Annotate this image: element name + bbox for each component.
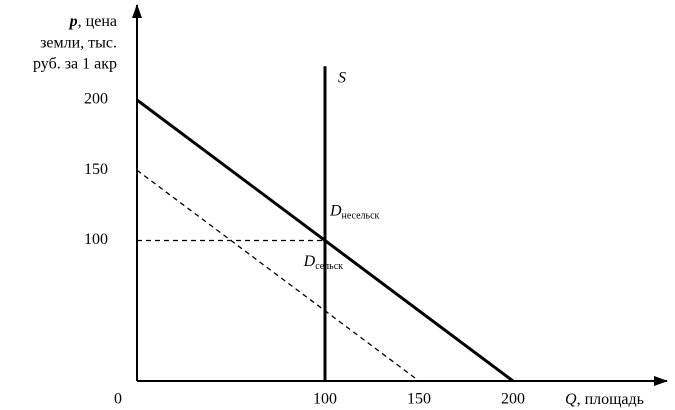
y-label-line: , цена: [78, 13, 117, 30]
series-name: S: [338, 69, 346, 86]
x-tick-label: 200: [501, 391, 525, 408]
series-label: Dсельск: [303, 253, 344, 273]
series-name: D: [303, 253, 316, 270]
x-label: Q, площадь: [565, 391, 644, 408]
x-tick-label: 100: [313, 391, 337, 408]
series-name: D: [329, 202, 342, 219]
y-label-symbol: p: [68, 13, 78, 30]
series-subscript: сельск: [315, 261, 343, 272]
y-tick-label: 200: [84, 91, 108, 108]
x-tick-label: 0: [114, 391, 122, 408]
line: [136, 169, 420, 382]
series-label: Dнесельск: [329, 202, 380, 222]
y-tick-label: 150: [84, 161, 108, 178]
y-label: p, цена: [68, 13, 117, 30]
y-label-line: руб. за 1 акр: [33, 56, 117, 73]
y-tick-label: 100: [84, 231, 108, 248]
x-tick-label: 150: [407, 391, 431, 408]
y-label-line: земли, тыс.: [40, 35, 117, 52]
series-subscript: несельск: [342, 211, 380, 222]
series-label: S: [338, 69, 346, 86]
x-label-symbol: Q: [565, 391, 577, 408]
x-label-text: , площадь: [577, 391, 644, 408]
